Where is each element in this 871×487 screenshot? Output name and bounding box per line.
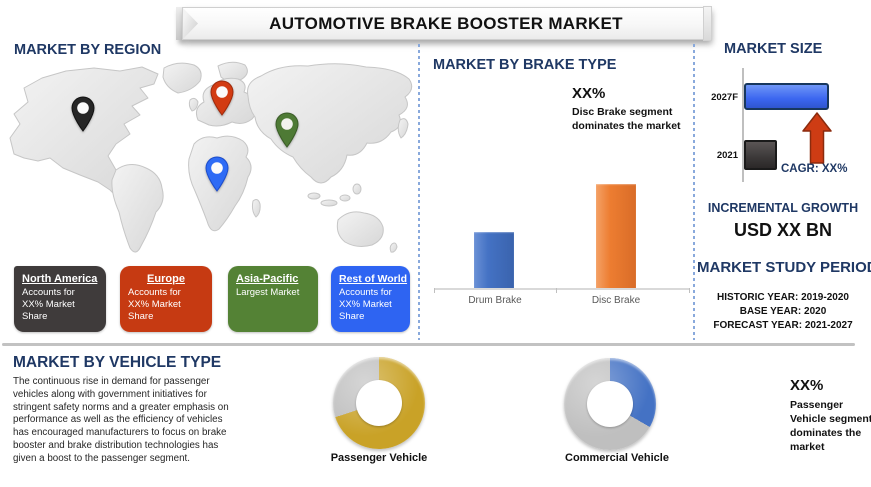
region-card-title: Europe <box>147 273 185 285</box>
disc-brake-axis-label: Disc Brake <box>591 295 641 306</box>
region-card-europe: Europe Accounts for XX% Market Share <box>120 266 212 332</box>
forecast-year-line: FORECAST YEAR: 2021-2027 <box>713 320 853 331</box>
axis-tick <box>556 288 557 293</box>
region-section-heading: MARKET BY REGION <box>14 42 162 58</box>
europe-pin-icon <box>210 80 234 116</box>
banner-body: AUTOMOTIVE BRAKE BOOSTER MARKET <box>182 7 710 40</box>
growth-arrow-icon <box>802 112 832 164</box>
market-size-bar-2027f <box>744 83 829 110</box>
vehicle-callout-text: Passenger Vehicle segment dominates the … <box>790 399 871 453</box>
market-size-label-2027f: 2027F <box>711 92 738 103</box>
disc-brake-bar <box>596 184 636 288</box>
region-card-north-america: North America Accounts for XX% Market Sh… <box>14 266 106 332</box>
region-card-asia-pacific: Asia-Pacific Largest Market <box>228 266 318 332</box>
title-banner: AUTOMOTIVE BRAKE BOOSTER MARKET <box>176 6 712 41</box>
vehicle-type-paragraph: The continuous rise in demand for passen… <box>13 376 229 464</box>
brake-callout-text: Disc Brake segment dominates the market <box>572 106 681 132</box>
historic-year-line: HISTORIC YEAR: 2019-2020 <box>717 292 849 303</box>
rest-of-world-pin-icon <box>205 156 229 192</box>
brake-chart-baseline <box>434 288 690 290</box>
brake-type-section-heading: MARKET BY BRAKE TYPE <box>433 57 617 73</box>
region-card-desc: Largest Market <box>236 287 300 298</box>
banner-left-cap <box>176 7 183 40</box>
region-card-rest-of-world: Rest of World Accounts for XX% Market Sh… <box>331 266 410 332</box>
banner-right-cap <box>703 6 712 41</box>
passenger-vehicle-donut-label: Passenger Vehicle <box>330 452 428 464</box>
region-card-title: Rest of World <box>339 273 408 285</box>
market-study-period-heading: MARKET STUDY PERIOD <box>697 259 871 276</box>
base-year-line: BASE YEAR: 2020 <box>739 306 827 317</box>
vehicle-type-section-heading: MARKET BY VEHICLE TYPE <box>13 354 222 371</box>
axis-tick <box>434 288 435 293</box>
market-size-heading: MARKET SIZE <box>724 41 823 57</box>
region-card-title: Asia-Pacific <box>236 273 299 285</box>
north-america-pin-icon <box>71 96 95 132</box>
brake-callout-percent: XX% <box>572 85 606 102</box>
region-card-desc: Accounts for XX% Market Share <box>128 287 181 322</box>
page-title: AUTOMOTIVE BRAKE BOOSTER MARKET <box>269 13 623 33</box>
commercial-vehicle-donut-chart <box>564 358 656 450</box>
world-map <box>8 58 418 265</box>
incremental-growth-heading: INCREMENTAL GROWTH <box>707 201 859 215</box>
asia-pacific-pin-icon <box>275 112 299 148</box>
drum-brake-axis-label: Drum Brake <box>468 295 522 306</box>
passenger-vehicle-donut-chart <box>333 357 425 449</box>
market-size-label-2021: 2021 <box>716 150 738 161</box>
region-card-desc: Accounts for XX% Market Share <box>339 287 392 322</box>
incremental-growth-value: USD XX BN <box>733 220 832 240</box>
axis-tick <box>689 288 690 293</box>
drum-brake-bar <box>474 232 514 288</box>
world-map-graphic <box>9 61 413 253</box>
vertical-dashed-divider-left <box>418 44 420 340</box>
vertical-dashed-divider-right <box>693 44 695 340</box>
market-size-axis <box>742 68 744 182</box>
cagr-label: CAGR: XX% <box>781 163 848 175</box>
market-size-bar-2021 <box>744 140 777 170</box>
region-card-title: North America <box>22 273 98 285</box>
market-study-period-lines: HISTORIC YEAR: 2019-2020 BASE YEAR: 2020… <box>697 291 869 333</box>
horizontal-divider <box>2 343 855 346</box>
vehicle-callout-percent: XX% <box>790 377 824 394</box>
region-card-desc: Accounts for XX% Market Share <box>22 287 75 322</box>
commercial-vehicle-donut-label: Commercial Vehicle <box>565 452 669 464</box>
